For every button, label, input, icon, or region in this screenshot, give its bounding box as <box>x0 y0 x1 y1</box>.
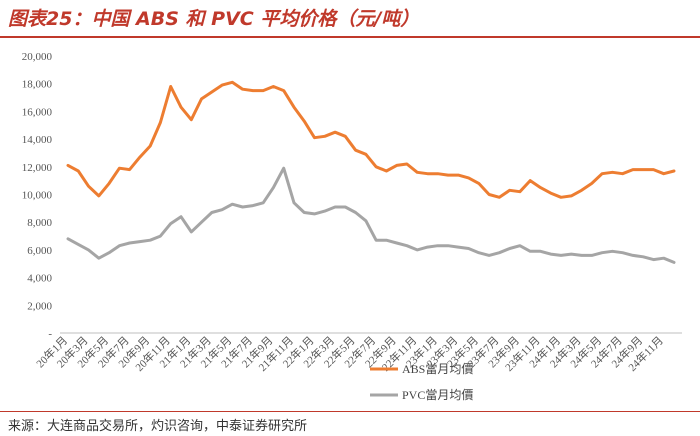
y-axis: - 2,000 4,000 6,000 8,000 10,000 12,000 14,000 1… <box>22 51 53 340</box>
series-layer <box>66 80 676 264</box>
pvc-legend-label: PVC當月均價 <box>402 388 473 402</box>
source-note: 来源：大连商品交易所，灼识咨询，中泰证券研究所 <box>8 419 308 434</box>
y-tick-label: 6,000 <box>27 245 52 257</box>
y-tick-label: - <box>48 328 52 340</box>
y-tick-label: 20,000 <box>22 51 53 63</box>
y-tick-label: 12,000 <box>22 162 53 174</box>
chart-title: 图表25：中国 ABS 和 PVC 平均价格（元/吨） <box>8 8 420 30</box>
pvc-series-line <box>66 166 676 264</box>
y-tick-label: 16,000 <box>22 106 53 118</box>
line-chart: - 2,000 4,000 6,000 8,000 10,000 12,000 14,000 1… <box>22 51 682 402</box>
y-tick-label: 2,000 <box>27 300 52 312</box>
chart-legend: ABS當月均價 PVC當月均價 <box>370 362 473 402</box>
y-tick-label: 4,000 <box>27 273 52 285</box>
y-tick-label: 10,000 <box>22 190 53 202</box>
title-rule <box>0 36 700 38</box>
abs-legend-label: ABS當月均價 <box>402 362 473 376</box>
y-tick-label: 18,000 <box>22 79 53 91</box>
y-tick-label: 14,000 <box>22 134 53 146</box>
y-tick-label: 8,000 <box>27 217 52 229</box>
x-axis: 20年1月20年3月20年5月20年7月20年9月20年11月21年1月21年3… <box>33 332 682 374</box>
abs-series-line <box>66 80 676 199</box>
source-rule <box>0 411 700 412</box>
